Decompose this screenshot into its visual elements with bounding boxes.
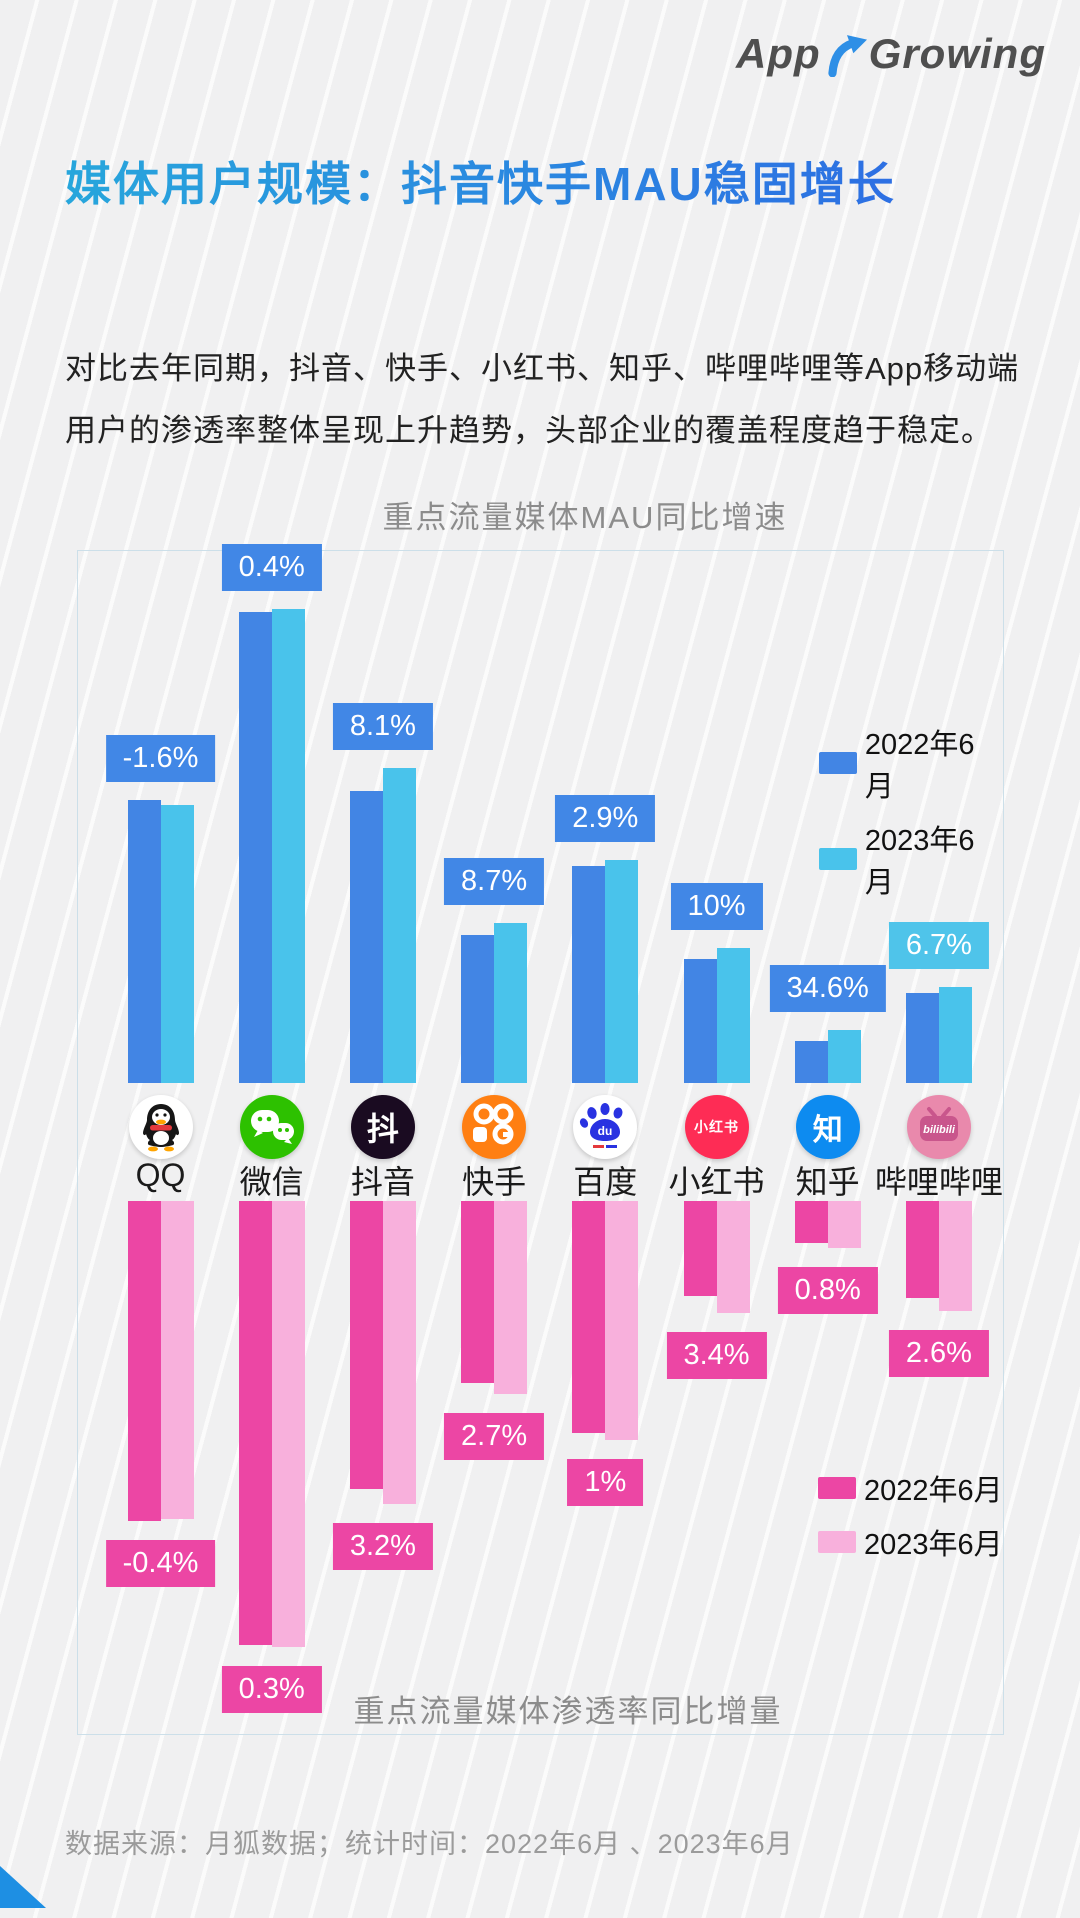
logo-arrow-icon bbox=[827, 35, 867, 77]
xiaohongshu-icon: 小红书 bbox=[685, 1095, 749, 1159]
penetration-increment-label: 3.2% bbox=[333, 1523, 433, 1570]
corner-triangle-decoration bbox=[0, 1866, 46, 1908]
app-label: 知乎 bbox=[796, 1157, 860, 1203]
top-chart-title: 重点流量媒体MAU同比增速 bbox=[383, 492, 788, 537]
penetration-bar-2023 bbox=[161, 1201, 194, 1519]
mau-bar-2023 bbox=[605, 860, 638, 1083]
penetration-bar-2023 bbox=[717, 1201, 750, 1313]
app-label: 快手 bbox=[462, 1157, 526, 1203]
bottom-chart-title: 重点流量媒体渗透率同比增量 bbox=[354, 1686, 783, 1731]
logo-text-growing: Growing bbox=[869, 30, 1046, 78]
penetration-bar-2023 bbox=[494, 1201, 527, 1394]
penetration-increment-label: 0.8% bbox=[778, 1267, 878, 1314]
mau-bar-2023 bbox=[828, 1030, 861, 1083]
app-label: 百度 bbox=[573, 1157, 637, 1203]
mau-growth-label: 2.9% bbox=[555, 795, 655, 842]
penetration-bar-2023 bbox=[605, 1201, 638, 1440]
legend-item-2022-blue: 2022年6月 bbox=[819, 721, 1003, 805]
mau-growth-label: 10% bbox=[670, 883, 762, 930]
penetration-bar-2022 bbox=[461, 1201, 494, 1383]
penetration-increment-label: -0.4% bbox=[106, 1540, 216, 1587]
penetration-bar-2022 bbox=[906, 1201, 939, 1298]
mau-bar-2023 bbox=[717, 948, 750, 1083]
mau-bar-2023 bbox=[939, 987, 972, 1083]
baidu-icon: du bbox=[573, 1095, 637, 1159]
kuaishou-icon bbox=[462, 1095, 526, 1159]
chart-box: 2022年6月 2023年6月 2022年6月 2023年6月 重点流量媒体渗透… bbox=[77, 550, 1004, 1735]
bottom-chart-legend: 2022年6月 2023年6月 bbox=[818, 1467, 1003, 1575]
mau-bar-2022 bbox=[461, 935, 494, 1083]
mau-bar-2023 bbox=[161, 805, 194, 1083]
legend-item-2023-blue: 2023年6月 bbox=[819, 817, 1003, 901]
penetration-bar-2023 bbox=[828, 1201, 861, 1248]
app-label: QQ bbox=[136, 1157, 186, 1194]
mau-growth-label: -1.6% bbox=[106, 735, 216, 782]
penetration-increment-label: 1% bbox=[567, 1459, 643, 1506]
legend-item-2023-pink: 2023年6月 bbox=[818, 1521, 1003, 1563]
legend-label: 2022年6月 bbox=[865, 721, 1003, 805]
svg-text:du: du bbox=[598, 1124, 613, 1138]
mau-bar-2022 bbox=[684, 959, 717, 1083]
penetration-increment-label: 0.3% bbox=[222, 1666, 322, 1713]
mau-growth-label: 8.1% bbox=[333, 703, 433, 750]
mau-bar-2022 bbox=[795, 1041, 828, 1083]
mau-bar-2023 bbox=[383, 768, 416, 1083]
infographic-page: App Growing 媒体用户规模：抖音快手MAU稳固增长 对比去年同期，抖音… bbox=[0, 0, 1080, 1918]
legend-swatch-2023-blue bbox=[819, 848, 857, 870]
legend-label: 2023年6月 bbox=[864, 1521, 1003, 1563]
svg-text:bilibili: bilibili bbox=[923, 1124, 956, 1136]
penetration-bar-2022 bbox=[239, 1201, 272, 1645]
penetration-bar-2023 bbox=[383, 1201, 416, 1504]
mau-bar-2023 bbox=[272, 609, 305, 1083]
legend-label: 2022年6月 bbox=[864, 1467, 1003, 1509]
intro-paragraph: 对比去年同期，抖音、快手、小红书、知乎、哔哩哔哩等App移动端用户的渗透率整体呈… bbox=[65, 338, 1023, 462]
mau-bar-2022 bbox=[350, 791, 383, 1083]
mau-bar-2022 bbox=[239, 612, 272, 1083]
legend-swatch-2022-pink bbox=[818, 1477, 856, 1499]
bilibili-icon: bilibili bbox=[907, 1095, 971, 1159]
penetration-increment-label: 2.6% bbox=[889, 1330, 989, 1377]
legend-swatch-2022-blue bbox=[819, 752, 857, 774]
app-label: 微信 bbox=[240, 1157, 304, 1203]
app-label: 小红书 bbox=[668, 1157, 764, 1203]
penetration-bar-2023 bbox=[272, 1201, 305, 1647]
mau-growth-label: 34.6% bbox=[770, 965, 886, 1012]
mau-bar-2023 bbox=[494, 923, 527, 1083]
penetration-bar-2022 bbox=[128, 1201, 161, 1521]
app-label: 哔哩哔哩 bbox=[875, 1157, 1003, 1203]
penetration-increment-label: 2.7% bbox=[444, 1413, 544, 1460]
penetration-increment-label: 3.4% bbox=[666, 1332, 766, 1379]
penetration-bar-2023 bbox=[939, 1201, 972, 1311]
top-chart-legend: 2022年6月 2023年6月 bbox=[819, 721, 1003, 913]
mau-growth-label: 0.4% bbox=[222, 544, 322, 591]
legend-swatch-2023-pink bbox=[818, 1531, 856, 1553]
mau-growth-label: 8.7% bbox=[444, 858, 544, 905]
app-label: 抖音 bbox=[351, 1157, 415, 1203]
logo-text-app: App bbox=[736, 30, 821, 78]
legend-item-2022-pink: 2022年6月 bbox=[818, 1467, 1003, 1509]
page-title: 媒体用户规模：抖音快手MAU稳固增长 bbox=[65, 148, 896, 214]
penetration-bar-2022 bbox=[795, 1201, 828, 1243]
zhihu-icon: 知 bbox=[796, 1095, 860, 1159]
penetration-bar-2022 bbox=[684, 1201, 717, 1296]
wechat-icon bbox=[240, 1095, 304, 1159]
douyin-icon: 抖 bbox=[351, 1095, 415, 1159]
penetration-bar-2022 bbox=[350, 1201, 383, 1489]
legend-label: 2023年6月 bbox=[865, 817, 1003, 901]
qq-icon bbox=[129, 1095, 193, 1159]
mau-bar-2022 bbox=[572, 866, 605, 1083]
mau-bar-2022 bbox=[906, 993, 939, 1083]
data-source-note: 数据来源：月狐数据；统计时间：2022年6月 、2023年6月 bbox=[65, 1822, 794, 1861]
appgrowing-logo: App Growing bbox=[736, 30, 1046, 78]
penetration-bar-2022 bbox=[572, 1201, 605, 1433]
mau-bar-2022 bbox=[128, 800, 161, 1083]
mau-growth-label: 6.7% bbox=[889, 922, 989, 969]
